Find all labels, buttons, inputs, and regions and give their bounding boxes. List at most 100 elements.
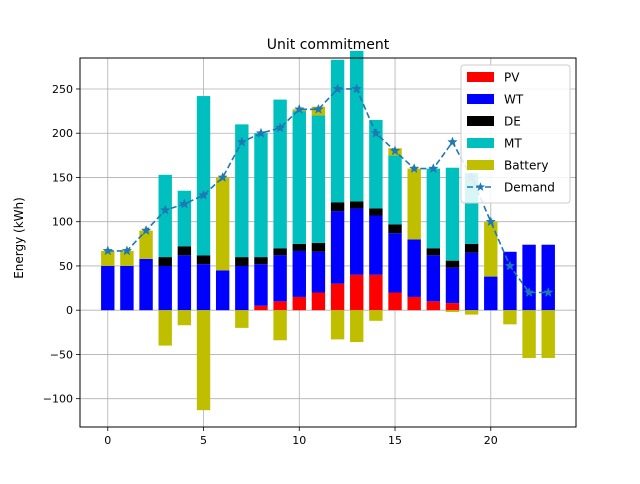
bar-de-15 [388, 224, 402, 234]
plot-frame [79, 57, 577, 428]
bar-mt-12 [330, 59, 345, 203]
bar-battery-13 [350, 310, 364, 343]
x-tick-label: 20 [484, 434, 498, 447]
bar-battery-7 [235, 310, 249, 328]
bar-wt-23 [541, 244, 555, 311]
x-tick-label: 10 [292, 434, 306, 447]
demand-marker [140, 225, 152, 236]
bar-de-19 [464, 243, 479, 253]
legend-swatch-pv [467, 72, 494, 82]
legend: PV WT DE MT Battery Demand [460, 64, 571, 204]
bar-wt-10 [292, 250, 306, 297]
bar-de-14 [369, 208, 383, 216]
x-tick-label: 0 [104, 434, 111, 447]
demand-marker [217, 171, 228, 182]
bar-stacks [101, 50, 555, 411]
bar-battery-9 [273, 310, 287, 341]
bar-pv-16 [407, 296, 421, 311]
demand-marker [485, 216, 497, 227]
bar-battery-1 [120, 250, 134, 266]
bar-wt-14 [369, 215, 383, 275]
y-tick-label: 100 [52, 216, 73, 229]
bar-pv-14 [369, 274, 383, 311]
demand-marker [102, 245, 114, 256]
demand-marker [198, 189, 209, 200]
legend-swatch-de [467, 116, 494, 126]
demand-marker [389, 145, 401, 156]
bar-pv-13 [350, 274, 364, 311]
x-tick-label: 5 [200, 434, 207, 447]
bar-mt-10 [292, 111, 306, 244]
chart-title: Unit commitment [267, 37, 390, 53]
demand-marker [159, 204, 171, 215]
bar-pv-17 [426, 301, 441, 311]
bar-battery-23 [541, 310, 555, 358]
demand-marker [428, 163, 439, 174]
demand-marker [504, 260, 516, 271]
legend-label-de: DE [504, 115, 521, 129]
bar-battery-20 [484, 221, 498, 277]
bar-de-7 [235, 257, 249, 266]
bar-wt-18 [445, 267, 460, 304]
legend-label-pv: PV [504, 71, 520, 85]
bar-de-11 [311, 242, 326, 252]
bar-battery-5 [196, 310, 211, 411]
demand-marker [408, 163, 420, 174]
y-tick-label: 200 [52, 127, 73, 140]
bar-battery-19 [464, 310, 479, 315]
bar-wt-11 [311, 251, 326, 293]
legend-label-battery: Battery [504, 159, 548, 173]
bar-mt-3 [158, 174, 172, 258]
demand-marker [447, 136, 458, 147]
bar-mt-8 [254, 133, 268, 258]
bar-battery-14 [369, 310, 383, 321]
bar-battery-12 [330, 310, 345, 340]
bar-wt-20 [484, 276, 498, 311]
demand-marker [121, 245, 133, 256]
bar-pv-18 [445, 303, 460, 311]
bar-wt-12 [330, 211, 345, 284]
bar-mt-5 [196, 96, 211, 256]
bar-wt-3 [158, 265, 172, 311]
bar-de-5 [196, 255, 211, 265]
bar-wt-21 [503, 251, 517, 311]
bar-de-3 [158, 257, 172, 266]
bar-mt-18 [445, 167, 460, 261]
bar-mt-13 [350, 50, 364, 202]
legend-swatch-demand-marker [475, 182, 486, 191]
x-tick-label: 15 [388, 434, 402, 447]
bar-de-10 [292, 243, 306, 251]
bar-battery-2 [139, 230, 153, 259]
bar-de-18 [445, 260, 460, 268]
legend-swatch-wt [467, 94, 494, 104]
demand-marker [179, 198, 190, 209]
bar-wt-22 [522, 244, 536, 311]
bar-mt-15 [388, 155, 402, 225]
bar-battery-21 [503, 310, 517, 325]
legend-label-demand: Demand [504, 181, 555, 195]
demand-marker [294, 103, 305, 114]
bar-wt-17 [426, 255, 441, 302]
demand-marker [313, 103, 324, 114]
bar-pv-8 [254, 305, 268, 311]
bar-pv-11 [311, 292, 326, 311]
bar-wt-9 [273, 255, 287, 302]
bar-battery-22 [522, 310, 536, 358]
legend-label-wt: WT [504, 93, 524, 107]
y-tick-label: 0 [66, 304, 73, 317]
bar-de-12 [330, 202, 345, 212]
demand-marker [274, 122, 286, 133]
bar-battery-0 [101, 250, 115, 266]
bar-wt-1 [120, 265, 134, 311]
bar-de-17 [426, 248, 441, 256]
bar-wt-8 [254, 264, 268, 306]
bar-pv-9 [273, 301, 287, 311]
bar-mt-11 [311, 115, 326, 243]
bar-wt-0 [101, 265, 115, 311]
bar-mt-7 [235, 124, 249, 258]
bar-wt-19 [464, 252, 479, 311]
bar-de-4 [177, 246, 192, 256]
y-tick-label: −50 [50, 348, 73, 361]
